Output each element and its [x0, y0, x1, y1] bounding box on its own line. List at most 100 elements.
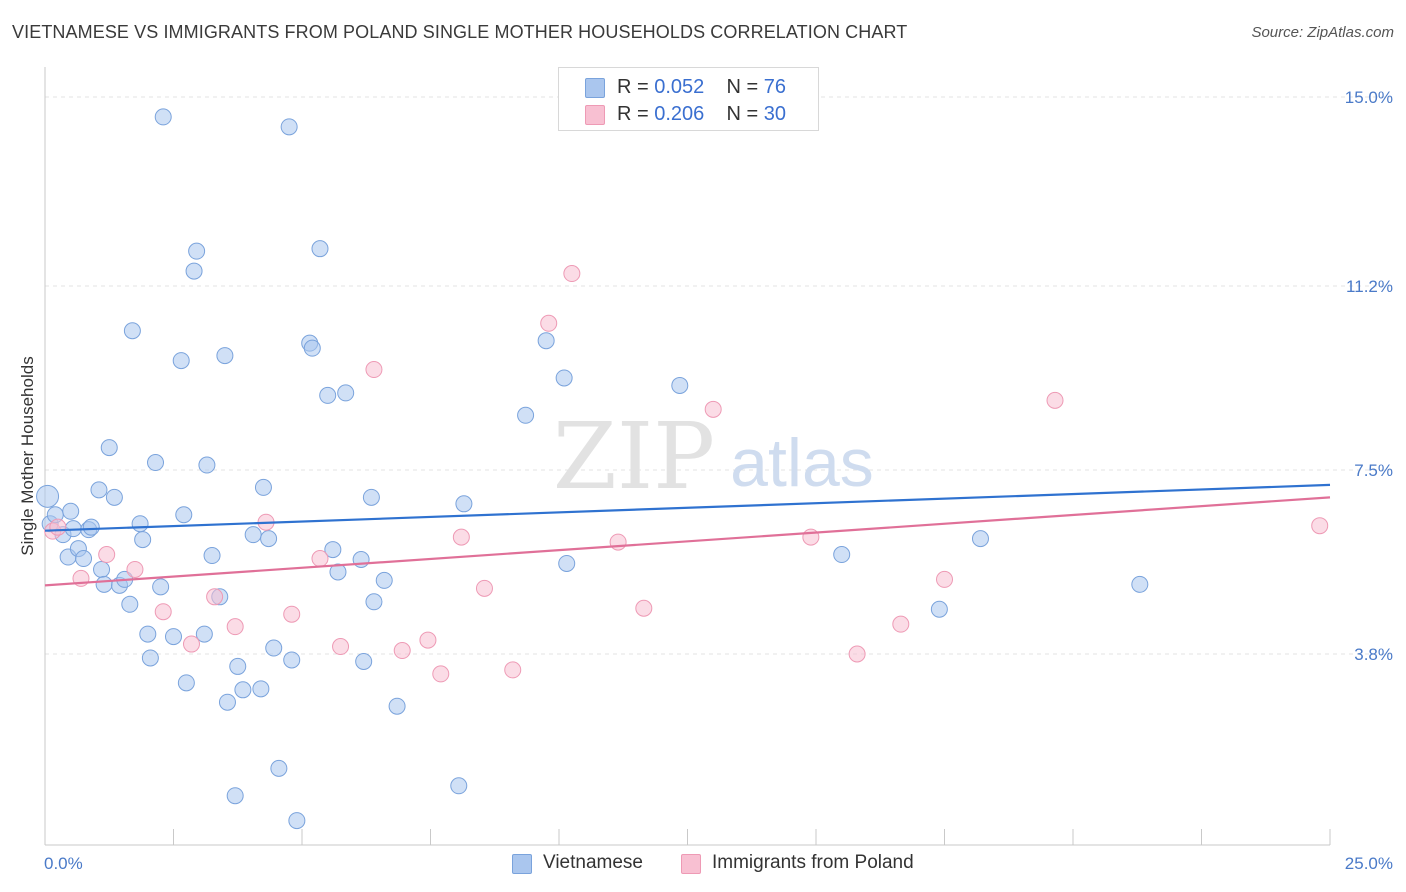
point-poland: [432, 665, 450, 683]
legend-label-poland: Immigrants from Poland: [712, 852, 914, 873]
point-poland: [226, 618, 244, 636]
watermark-atlas: atlas: [730, 425, 874, 501]
point-vietnamese: [62, 502, 80, 520]
data-points: [36, 108, 1329, 830]
point-vietnamese: [388, 697, 406, 715]
point-vietnamese: [105, 488, 123, 506]
point-vietnamese: [971, 530, 989, 548]
point-vietnamese: [280, 118, 298, 136]
point-poland: [1046, 391, 1064, 409]
r-label: R =: [617, 76, 655, 98]
legend-swatch-poland: [681, 854, 701, 874]
point-poland: [49, 518, 67, 536]
y-tick-label: 7.5%: [1354, 461, 1393, 480]
n-value: 76: [763, 76, 787, 98]
point-vietnamese: [537, 332, 555, 350]
point-vietnamese: [177, 674, 195, 692]
point-vietnamese: [288, 812, 306, 830]
r-value: 0.206: [654, 103, 705, 125]
point-vietnamese: [254, 478, 272, 496]
point-poland: [540, 314, 558, 332]
point-vietnamese: [123, 322, 141, 340]
point-vietnamese: [362, 488, 380, 506]
x-tick-label: 25.0%: [1345, 854, 1393, 873]
y-tick-label: 3.8%: [1354, 645, 1393, 664]
point-vietnamese: [455, 495, 473, 513]
point-poland: [332, 638, 350, 656]
point-vietnamese: [252, 680, 270, 698]
point-vietnamese: [555, 369, 573, 387]
stats-legend: R = 0.052 N = 76 R = 0.206 N = 30: [558, 67, 819, 131]
point-vietnamese: [517, 406, 535, 424]
point-vietnamese: [355, 652, 373, 670]
point-vietnamese: [185, 262, 203, 280]
point-poland: [848, 645, 866, 663]
chart-title: VIETNAMESE VS IMMIGRANTS FROM POLAND SIN…: [12, 22, 908, 42]
point-poland: [563, 265, 581, 283]
point-vietnamese: [203, 547, 221, 565]
point-vietnamese: [260, 530, 278, 548]
point-vietnamese: [324, 541, 342, 559]
tick-labels: 3.8% 7.5% 11.2% 15.0% 0.0% 25.0%: [44, 88, 1393, 873]
point-vietnamese: [121, 595, 139, 613]
r-label: R =: [617, 103, 655, 125]
n-label: N =: [726, 76, 764, 98]
point-vietnamese: [100, 439, 118, 457]
point-poland: [892, 615, 910, 633]
point-vietnamese: [188, 242, 206, 260]
trend-line-poland: [44, 496, 1331, 587]
point-vietnamese: [558, 554, 576, 572]
point-vietnamese: [337, 384, 355, 402]
point-poland: [393, 642, 411, 660]
point-vietnamese: [319, 386, 337, 404]
point-vietnamese: [152, 578, 170, 596]
point-vietnamese: [833, 546, 851, 564]
point-poland: [635, 599, 653, 617]
source-label: Source: ZipAtlas.com: [1251, 24, 1394, 41]
point-vietnamese: [154, 108, 172, 126]
y-tick-label: 15.0%: [1345, 88, 1393, 107]
point-vietnamese: [671, 376, 689, 394]
r-value: 0.052: [654, 76, 705, 98]
point-vietnamese: [172, 352, 190, 370]
n-label: N =: [726, 103, 764, 125]
axes: [44, 67, 1331, 846]
legend-label-vietnamese: Vietnamese: [543, 852, 643, 873]
point-vietnamese: [283, 651, 301, 669]
point-vietnamese: [930, 600, 948, 618]
point-vietnamese: [303, 339, 321, 357]
point-poland: [126, 560, 144, 578]
legend-swatch-vietnamese: [585, 78, 605, 98]
point-vietnamese: [165, 628, 182, 646]
point-vietnamese: [229, 657, 247, 675]
point-vietnamese: [450, 777, 468, 795]
point-vietnamese: [216, 347, 234, 365]
point-vietnamese: [36, 484, 60, 508]
point-poland: [452, 528, 470, 546]
watermark-zip: ZIP: [553, 403, 715, 510]
point-vietnamese: [329, 563, 347, 581]
point-poland: [206, 588, 224, 606]
point-vietnamese: [375, 571, 393, 589]
point-vietnamese: [244, 526, 262, 544]
point-vietnamese: [131, 515, 149, 533]
point-poland: [609, 533, 627, 551]
point-vietnamese: [365, 593, 383, 611]
trend-line-vietnamese: [44, 483, 1331, 532]
point-vietnamese: [198, 456, 216, 474]
point-poland: [419, 631, 437, 649]
point-vietnamese: [218, 693, 236, 711]
point-vietnamese: [141, 649, 159, 667]
point-vietnamese: [75, 550, 93, 568]
point-vietnamese: [139, 625, 157, 643]
watermark: ZIP atlas: [553, 403, 874, 510]
point-vietnamese: [82, 518, 100, 536]
point-poland: [283, 605, 301, 623]
point-poland: [504, 661, 522, 679]
y-tick-label: 11.2%: [1346, 277, 1393, 296]
point-vietnamese: [90, 481, 108, 499]
n-value: 30: [763, 103, 787, 125]
point-vietnamese: [1131, 575, 1149, 593]
point-poland: [154, 603, 172, 621]
